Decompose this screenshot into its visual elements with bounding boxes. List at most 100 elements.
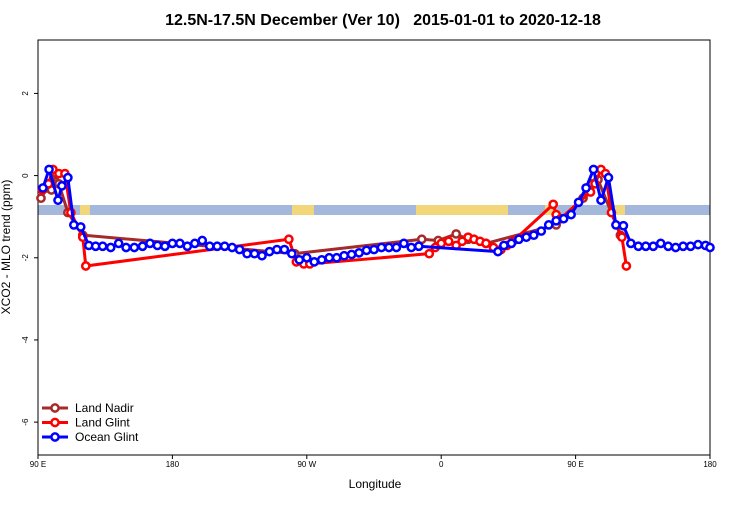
data-point bbox=[436, 238, 447, 249]
data-point bbox=[648, 241, 659, 252]
x-tick-label: 90 W bbox=[297, 460, 316, 469]
data-point bbox=[129, 242, 140, 253]
data-point bbox=[354, 247, 364, 258]
data-point bbox=[294, 254, 305, 265]
data-point bbox=[219, 241, 230, 252]
data-point bbox=[175, 238, 185, 249]
data-point bbox=[137, 241, 148, 252]
legend-marker bbox=[50, 417, 60, 428]
x-tick-label: 0 bbox=[439, 460, 444, 469]
legend-label: Ocean Glint bbox=[75, 430, 139, 444]
x-axis-label: Longitude bbox=[349, 477, 402, 491]
data-point bbox=[279, 244, 290, 255]
data-point bbox=[324, 252, 335, 263]
data-point bbox=[443, 236, 454, 247]
legend-label: Land Glint bbox=[75, 416, 130, 430]
y-tick-label: 2 bbox=[21, 91, 30, 96]
data-point bbox=[80, 261, 91, 271]
data-point bbox=[113, 238, 124, 249]
data-point bbox=[558, 213, 569, 224]
data-point bbox=[316, 254, 327, 265]
legend-label: Land Nadir bbox=[75, 401, 134, 415]
data-point bbox=[551, 215, 562, 226]
legend-marker bbox=[50, 432, 60, 442]
data-point bbox=[413, 241, 424, 252]
data-point bbox=[121, 242, 131, 253]
data-point bbox=[528, 230, 539, 241]
data-point bbox=[611, 220, 621, 230]
x-tick-label: 90 E bbox=[567, 460, 583, 469]
data-point bbox=[685, 241, 696, 252]
data-point bbox=[234, 244, 245, 255]
data-point bbox=[633, 241, 644, 252]
data-point bbox=[284, 234, 294, 245]
data-point bbox=[670, 242, 681, 253]
chart-title: 12.5N-17.5N December (Ver 10) 2015-01-01… bbox=[165, 12, 601, 29]
data-point bbox=[566, 209, 576, 220]
data-point bbox=[617, 232, 627, 243]
data-point bbox=[626, 238, 636, 249]
x-tick-label: 90 E bbox=[30, 460, 46, 469]
data-point bbox=[249, 248, 260, 259]
data-point bbox=[678, 241, 688, 252]
data-point bbox=[621, 261, 632, 271]
data-point bbox=[424, 248, 435, 259]
data-point bbox=[167, 238, 178, 249]
data-point bbox=[693, 239, 703, 250]
data-point bbox=[145, 238, 155, 249]
data-point bbox=[309, 257, 320, 267]
data-point bbox=[57, 181, 67, 191]
data-point bbox=[603, 172, 614, 183]
data-point bbox=[97, 241, 108, 252]
data-point bbox=[287, 248, 297, 259]
data-point bbox=[384, 242, 394, 253]
data-point bbox=[212, 241, 223, 252]
data-point bbox=[406, 242, 417, 253]
series bbox=[38, 164, 715, 267]
data-point bbox=[391, 242, 402, 253]
data-point bbox=[63, 172, 73, 183]
data-point bbox=[588, 164, 599, 175]
data-point bbox=[573, 197, 584, 208]
data-point bbox=[543, 220, 554, 230]
data-point bbox=[493, 246, 503, 257]
data-point bbox=[301, 252, 312, 263]
data-point bbox=[581, 183, 591, 193]
data-point bbox=[361, 245, 372, 256]
data-point bbox=[264, 246, 275, 257]
data-point bbox=[257, 250, 267, 261]
data-point bbox=[189, 238, 200, 249]
legend-marker bbox=[50, 403, 60, 413]
series-line bbox=[41, 167, 628, 268]
data-point bbox=[227, 242, 237, 253]
data-point bbox=[38, 183, 48, 193]
data-point bbox=[272, 244, 282, 255]
data-point bbox=[75, 222, 86, 232]
data-point bbox=[536, 226, 547, 236]
y-tick-label: -4 bbox=[21, 336, 30, 344]
data-point bbox=[44, 164, 54, 175]
y-tick-label: 0 bbox=[21, 173, 30, 178]
data-point bbox=[182, 241, 193, 252]
data-point bbox=[346, 249, 357, 260]
data-point bbox=[663, 241, 674, 252]
data-point bbox=[339, 250, 349, 261]
data-point bbox=[640, 241, 651, 252]
data-point bbox=[204, 241, 215, 252]
data-point bbox=[548, 199, 559, 210]
x-tick-label: 180 bbox=[166, 460, 180, 469]
data-point bbox=[36, 193, 46, 204]
data-point bbox=[655, 238, 666, 249]
data-point bbox=[521, 232, 532, 243]
data-point bbox=[514, 234, 524, 245]
data-point bbox=[376, 242, 387, 253]
data-point bbox=[331, 252, 342, 263]
data-point bbox=[506, 238, 517, 249]
y-tick-label: -6 bbox=[21, 418, 30, 426]
data-point bbox=[451, 229, 461, 239]
data-point bbox=[499, 240, 509, 251]
y-tick-label: -2 bbox=[21, 254, 30, 262]
data-point bbox=[618, 220, 629, 231]
data-point bbox=[105, 242, 116, 253]
